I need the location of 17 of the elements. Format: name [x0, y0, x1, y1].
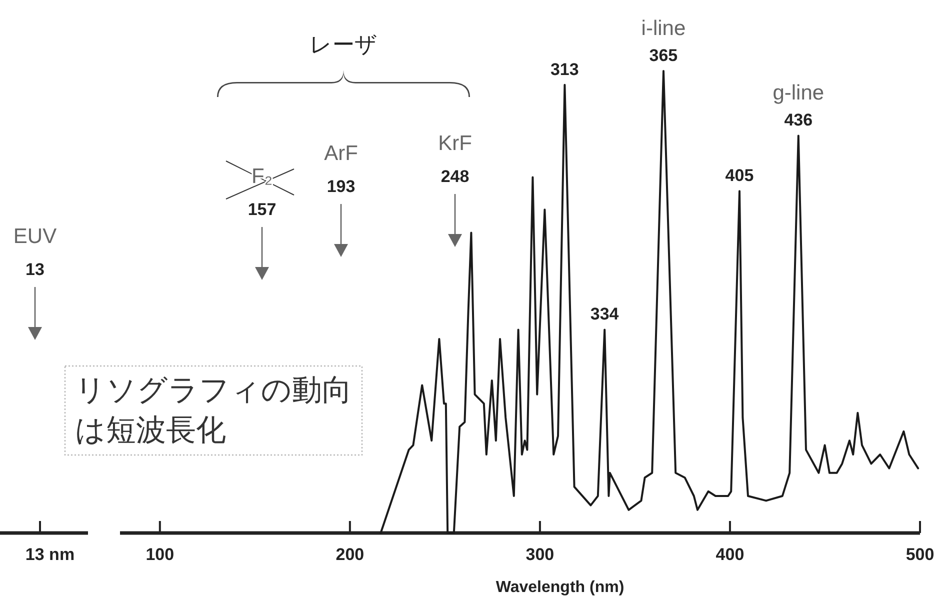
- annotation: KrF 248: [438, 132, 472, 186]
- x-tick-label: 400: [716, 545, 744, 564]
- annotation: 313: [550, 60, 579, 79]
- text: EUV 13: [13, 225, 57, 279]
- x-tick-label: 300: [526, 545, 554, 564]
- annotation: ArF 193: [324, 142, 358, 196]
- x-tick-label: 500: [906, 545, 934, 564]
- x-tick-label: 200: [336, 545, 364, 564]
- annotation: 405: [725, 166, 754, 186]
- x-axis-title: Wavelength (nm): [496, 579, 624, 596]
- annotation: 334: [590, 304, 620, 324]
- annotation: g-line 436: [772, 82, 824, 130]
- x-tick-label: 100: [146, 545, 174, 564]
- annotation: i-line 365: [641, 17, 686, 65]
- text: レーザ: [310, 32, 378, 57]
- annotation: リソグラフィの動向は短波長化: [75, 374, 352, 447]
- text: 13 nm: [25, 545, 75, 564]
